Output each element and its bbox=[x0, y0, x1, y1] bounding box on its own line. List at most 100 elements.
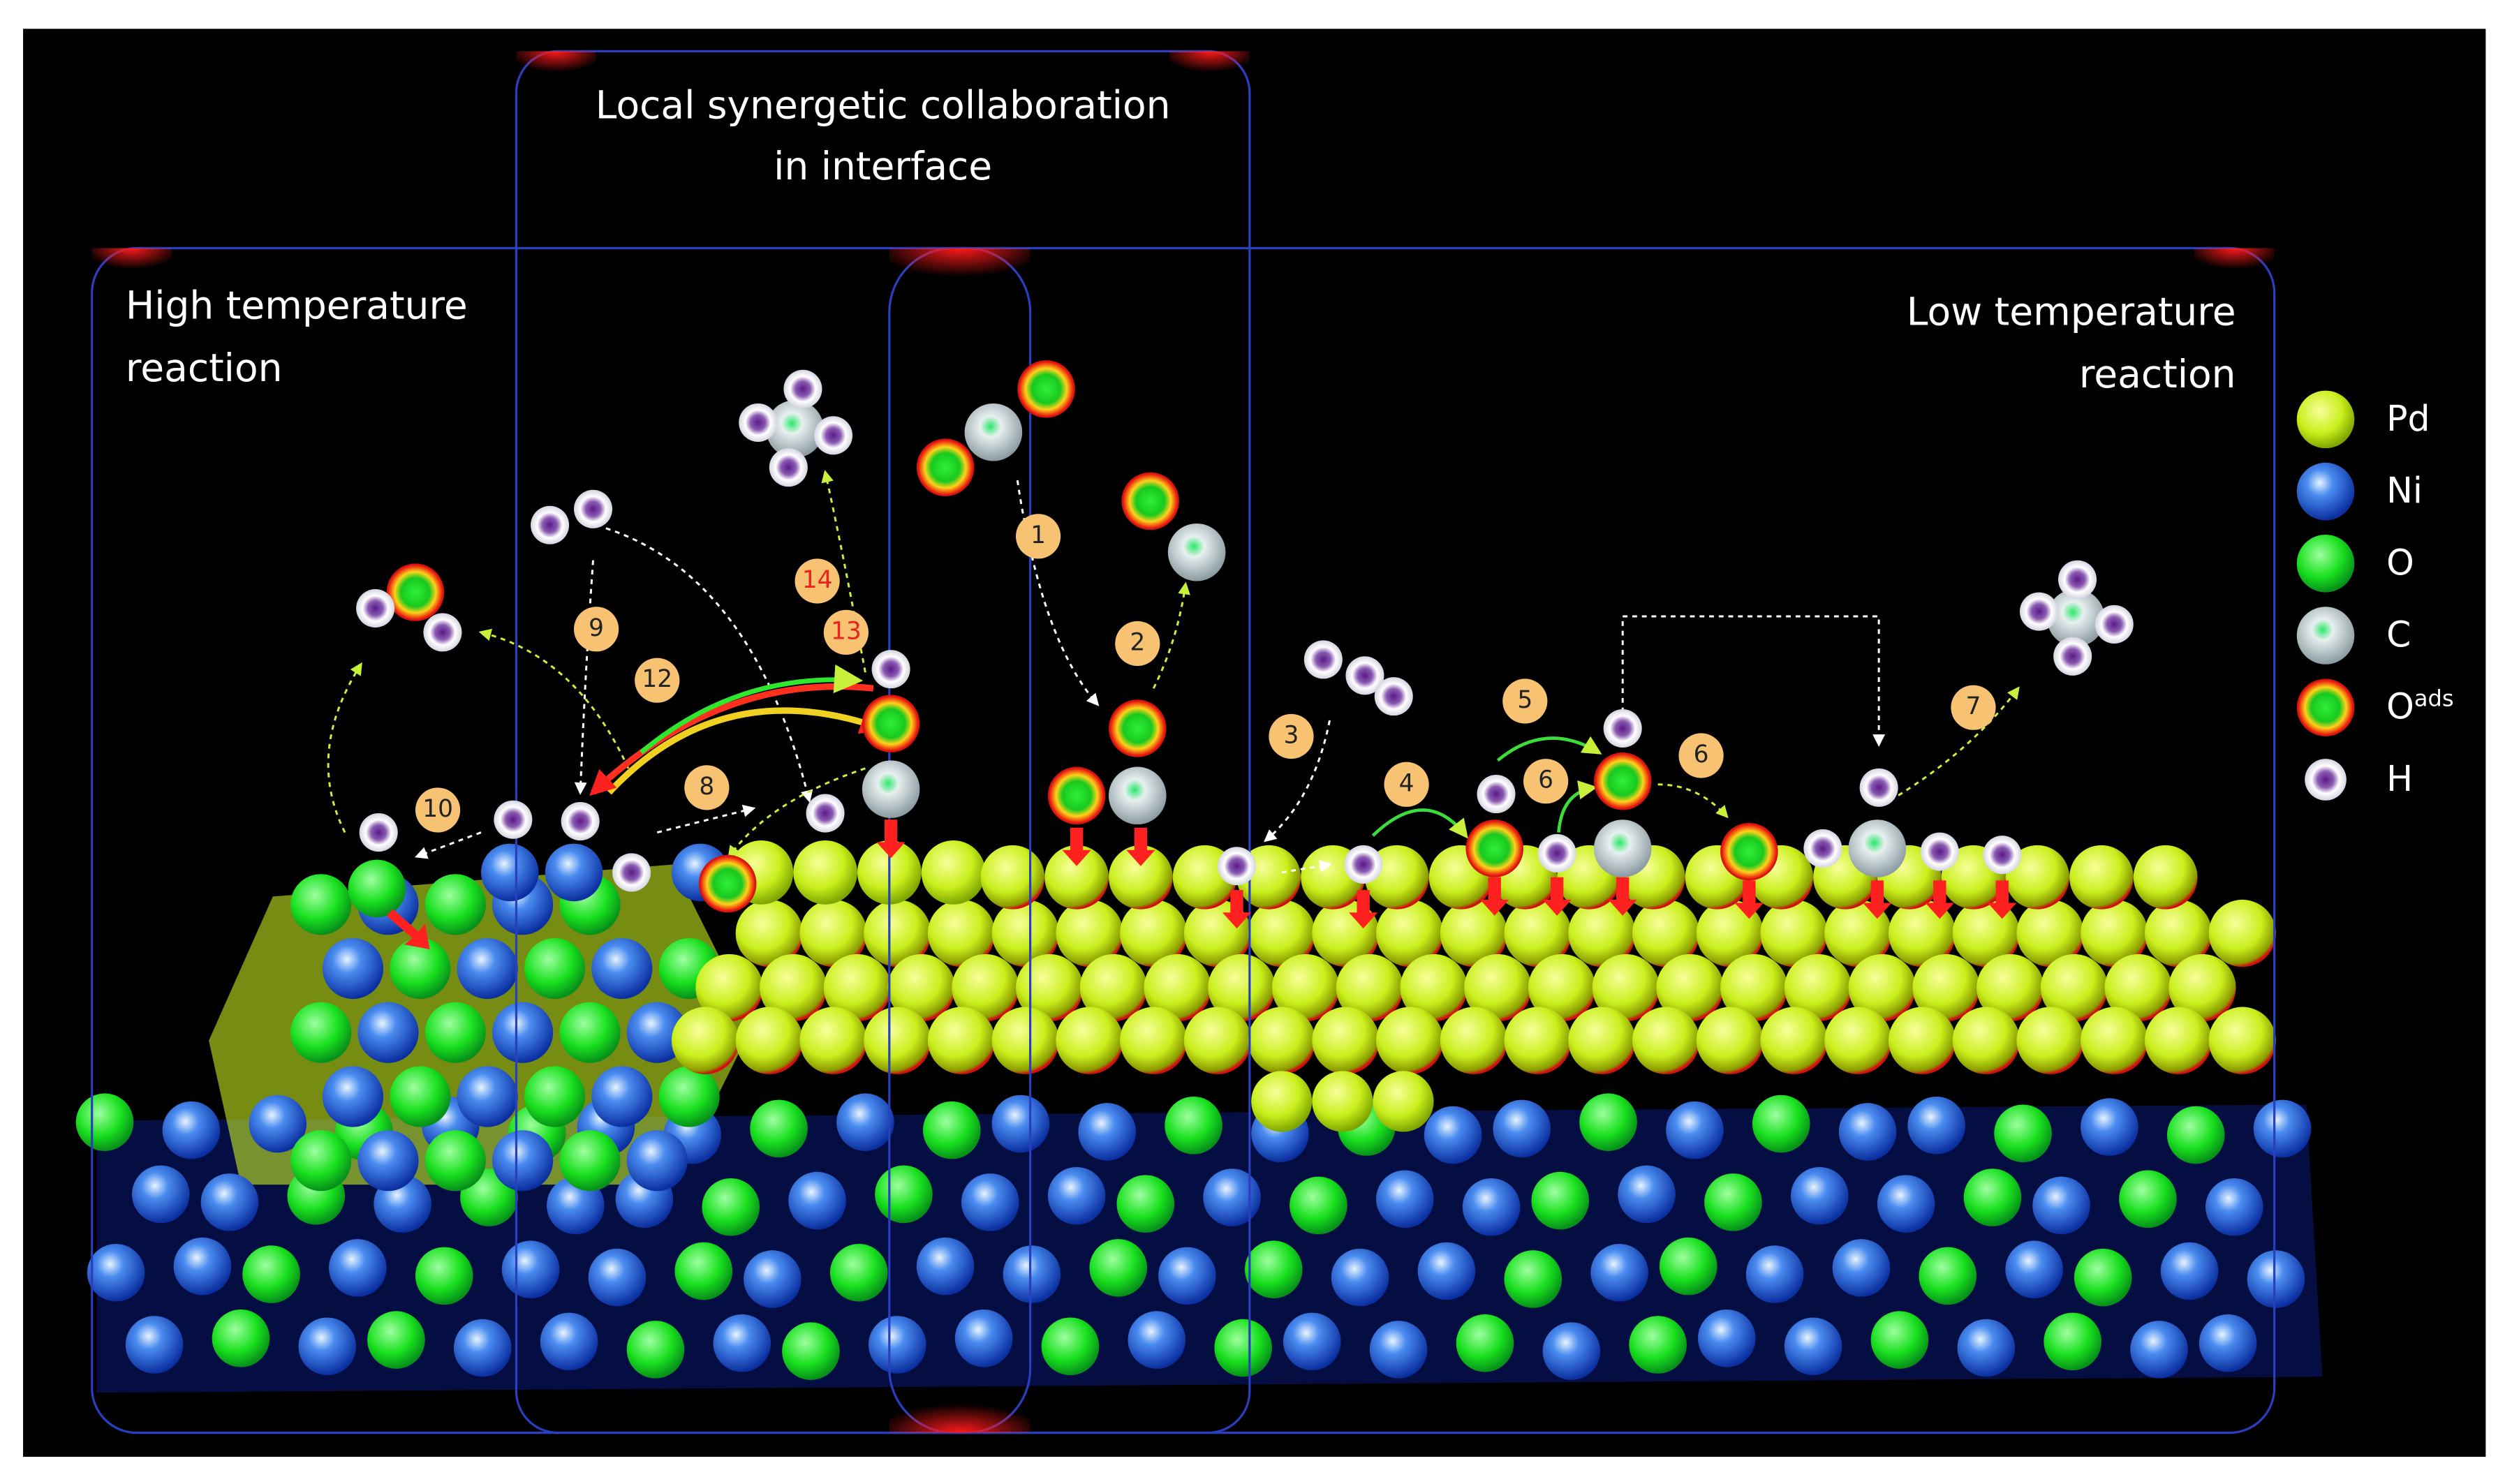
pd-atom bbox=[980, 845, 1045, 910]
pd-atom bbox=[1888, 1007, 1956, 1074]
ni-atom bbox=[2130, 1321, 2188, 1379]
step-badge bbox=[1502, 678, 1548, 724]
legend-swatch bbox=[2296, 390, 2355, 449]
interface-region bbox=[515, 50, 1251, 1434]
oads-atom bbox=[1121, 472, 1179, 530]
ni-atom bbox=[1784, 1317, 1842, 1376]
step-badge bbox=[1269, 713, 1314, 759]
h-atom bbox=[814, 416, 853, 455]
arrow bbox=[727, 767, 866, 859]
o-atom bbox=[424, 874, 486, 935]
ni-atom bbox=[2081, 1098, 2138, 1156]
high-temp-label: reaction bbox=[126, 346, 283, 390]
oads-atom bbox=[1047, 766, 1106, 825]
arrow bbox=[640, 664, 864, 755]
step: 14 bbox=[795, 558, 840, 604]
adsorption-arrow bbox=[1608, 877, 1637, 916]
ni-atom bbox=[357, 1002, 419, 1063]
pd-atom bbox=[2069, 845, 2134, 910]
pd-atom bbox=[735, 1007, 803, 1074]
o-atom bbox=[559, 1130, 621, 1192]
corner bbox=[889, 248, 1030, 297]
o-atom bbox=[290, 1002, 352, 1063]
oads-atom bbox=[1017, 360, 1075, 418]
pd-atom bbox=[1373, 1071, 1434, 1132]
ni-atom bbox=[1745, 1245, 1804, 1303]
ni-atom bbox=[1493, 1099, 1551, 1158]
ni-atom bbox=[1832, 1239, 1891, 1297]
step-badge bbox=[1384, 762, 1429, 807]
pd-atom bbox=[2040, 954, 2108, 1022]
o-atom bbox=[2166, 1106, 2225, 1164]
pd-atom bbox=[1271, 954, 1340, 1022]
ni-atom bbox=[1838, 1103, 1897, 1161]
c-atom bbox=[766, 400, 824, 458]
step-number: 10 bbox=[422, 795, 453, 823]
pd-atom bbox=[1056, 899, 1123, 967]
pd-atom bbox=[2208, 1007, 2276, 1074]
step-number: 12 bbox=[642, 665, 672, 693]
pd-atom bbox=[2104, 954, 2172, 1022]
arrow bbox=[1496, 736, 1602, 762]
o-atom bbox=[1629, 1316, 1687, 1374]
ni-atom bbox=[501, 1240, 560, 1298]
arrow bbox=[1657, 783, 1729, 819]
pd-atom bbox=[1824, 1007, 1892, 1074]
arrow bbox=[1264, 720, 1331, 843]
legend-label: H bbox=[2386, 758, 2413, 799]
pd-atom bbox=[1400, 954, 1468, 1022]
adsorption-arrow bbox=[1349, 890, 1378, 929]
o-atom bbox=[1963, 1168, 2022, 1226]
h-atom bbox=[1477, 775, 1516, 814]
step: 2 bbox=[1115, 621, 1160, 667]
ni-atom bbox=[162, 1101, 221, 1159]
oads-atom bbox=[862, 695, 920, 752]
pd-atom bbox=[695, 954, 763, 1022]
step: 5 bbox=[1502, 678, 1548, 724]
step-number: 2 bbox=[1130, 628, 1145, 656]
adsorption-arrow bbox=[1988, 880, 2017, 919]
ni-atom bbox=[125, 1316, 184, 1374]
legend-label-sup: ads bbox=[2414, 685, 2454, 711]
h-atom bbox=[359, 813, 398, 852]
ni-atom bbox=[868, 1316, 926, 1374]
interface-label: in interface bbox=[774, 144, 992, 188]
step-number: 8 bbox=[699, 773, 714, 801]
step-badge bbox=[795, 558, 840, 604]
step-badge bbox=[1951, 685, 1996, 730]
ni-atom bbox=[713, 1314, 771, 1372]
pd-atom bbox=[2144, 899, 2212, 967]
pd-atom bbox=[671, 1007, 739, 1074]
ni-atom bbox=[545, 843, 603, 902]
ni-atom bbox=[591, 937, 653, 1000]
step-badge bbox=[684, 765, 730, 810]
h-atom bbox=[1303, 640, 1343, 679]
h-atom bbox=[1374, 677, 1413, 716]
o-atom bbox=[1919, 1247, 1977, 1305]
h-atom bbox=[783, 369, 822, 408]
pd-atom bbox=[1109, 845, 1173, 910]
o-atom bbox=[367, 1311, 425, 1369]
o-atom bbox=[524, 937, 586, 1000]
o-atom bbox=[750, 1099, 808, 1158]
o-atom bbox=[875, 1165, 933, 1224]
o-atom bbox=[1244, 1240, 1303, 1298]
pd-atom bbox=[1248, 899, 1315, 967]
h-atom bbox=[1803, 829, 1842, 868]
oads-atom bbox=[1465, 819, 1524, 877]
o-atom bbox=[242, 1245, 300, 1303]
adsorption-arrow bbox=[1126, 827, 1155, 866]
corner bbox=[2194, 248, 2275, 283]
pd-atom bbox=[1044, 845, 1109, 910]
arrow bbox=[656, 804, 756, 834]
o-atom bbox=[2119, 1170, 2177, 1229]
pd-atom bbox=[1632, 1007, 1700, 1074]
ni-atom bbox=[132, 1165, 190, 1224]
step-badge bbox=[1523, 759, 1569, 804]
h-atom bbox=[2053, 637, 2092, 676]
arrow bbox=[1621, 615, 1886, 748]
pd-atom bbox=[1760, 899, 1828, 967]
o-atom bbox=[1531, 1171, 1590, 1230]
ni-atom bbox=[322, 1066, 384, 1127]
